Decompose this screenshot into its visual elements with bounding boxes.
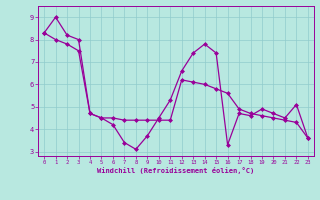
X-axis label: Windchill (Refroidissement éolien,°C): Windchill (Refroidissement éolien,°C) — [97, 167, 255, 174]
